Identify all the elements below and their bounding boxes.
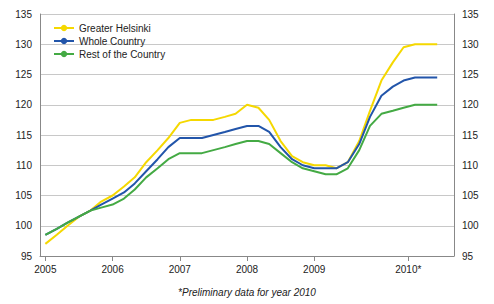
- svg-text:135: 135: [462, 9, 479, 20]
- svg-text:130: 130: [462, 39, 479, 50]
- svg-text:105: 105: [462, 190, 479, 201]
- svg-text:130: 130: [15, 39, 32, 50]
- svg-text:95: 95: [462, 251, 474, 262]
- svg-text:2010*: 2010*: [395, 264, 421, 275]
- svg-text:2009: 2009: [303, 264, 326, 275]
- svg-text:105: 105: [15, 190, 32, 201]
- svg-text:Greater Helsinki: Greater Helsinki: [79, 23, 151, 34]
- svg-text:120: 120: [462, 99, 479, 110]
- svg-text:125: 125: [15, 69, 32, 80]
- svg-text:2006: 2006: [101, 264, 124, 275]
- svg-text:100: 100: [15, 220, 32, 231]
- svg-text:2008: 2008: [236, 264, 259, 275]
- svg-text:120: 120: [15, 99, 32, 110]
- svg-text:135: 135: [15, 9, 32, 20]
- svg-text:115: 115: [16, 130, 32, 141]
- svg-text:110: 110: [16, 160, 32, 171]
- svg-text:2005: 2005: [34, 264, 57, 275]
- svg-text:100: 100: [462, 220, 479, 231]
- svg-text:95: 95: [21, 251, 33, 262]
- svg-text:110: 110: [462, 160, 478, 171]
- svg-text:*Preliminary data for year 201: *Preliminary data for year 2010: [178, 287, 316, 298]
- svg-text:2007: 2007: [169, 264, 192, 275]
- svg-text:Whole Country: Whole Country: [79, 36, 145, 47]
- svg-text:115: 115: [462, 130, 478, 141]
- svg-text:125: 125: [462, 69, 479, 80]
- svg-text:Rest of the Country: Rest of the Country: [79, 49, 165, 60]
